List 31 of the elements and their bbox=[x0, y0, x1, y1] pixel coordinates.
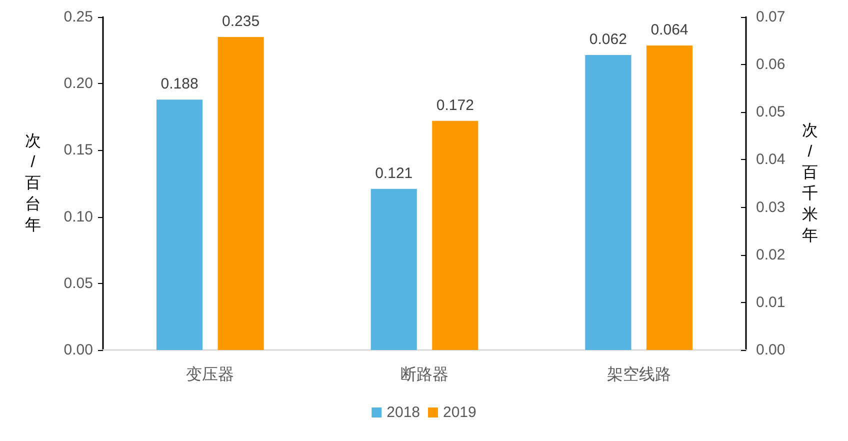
y-tick-label: 0.00 bbox=[64, 342, 93, 358]
y2-axis-title: 次/百千米年 bbox=[802, 122, 818, 244]
data-label: 0.188 bbox=[160, 76, 198, 93]
legend-label: 2018 bbox=[386, 404, 420, 421]
data-label: 0.121 bbox=[375, 164, 413, 182]
x-tick-label: 断路器 bbox=[400, 366, 448, 384]
data-label: 0.172 bbox=[436, 96, 474, 114]
bar bbox=[370, 188, 417, 350]
y-tick-label: 0.15 bbox=[64, 142, 93, 159]
y2-tick-label: 0.02 bbox=[756, 246, 786, 264]
data-label: 0.062 bbox=[589, 31, 627, 48]
bar bbox=[156, 100, 203, 350]
y-tick-label: 0.10 bbox=[64, 208, 93, 226]
y2-tick-label: 0.07 bbox=[756, 8, 786, 26]
y2-tick-label: 0.01 bbox=[756, 294, 786, 311]
y2-tick-label: 0.00 bbox=[756, 342, 786, 358]
bar bbox=[218, 36, 264, 350]
bar bbox=[432, 120, 478, 350]
y-axis-title: 次/百台年 bbox=[25, 133, 41, 234]
y2-tick-label: 0.03 bbox=[756, 198, 786, 216]
legend-label: 2019 bbox=[443, 404, 476, 421]
y-tick-label: 0.20 bbox=[64, 75, 93, 92]
y-tick-label: 0.05 bbox=[64, 274, 93, 292]
x-tick-label: 变压器 bbox=[186, 366, 234, 384]
y2-tick-label: 0.06 bbox=[756, 56, 786, 74]
x-tick-label: 架空线路 bbox=[606, 366, 671, 384]
y-tick-label: 0.25 bbox=[64, 8, 93, 26]
data-label: 0.235 bbox=[222, 12, 260, 30]
y2-tick-label: 0.04 bbox=[756, 151, 786, 168]
y2-tick-label: 0.05 bbox=[756, 104, 786, 121]
data-label: 0.064 bbox=[650, 22, 688, 39]
